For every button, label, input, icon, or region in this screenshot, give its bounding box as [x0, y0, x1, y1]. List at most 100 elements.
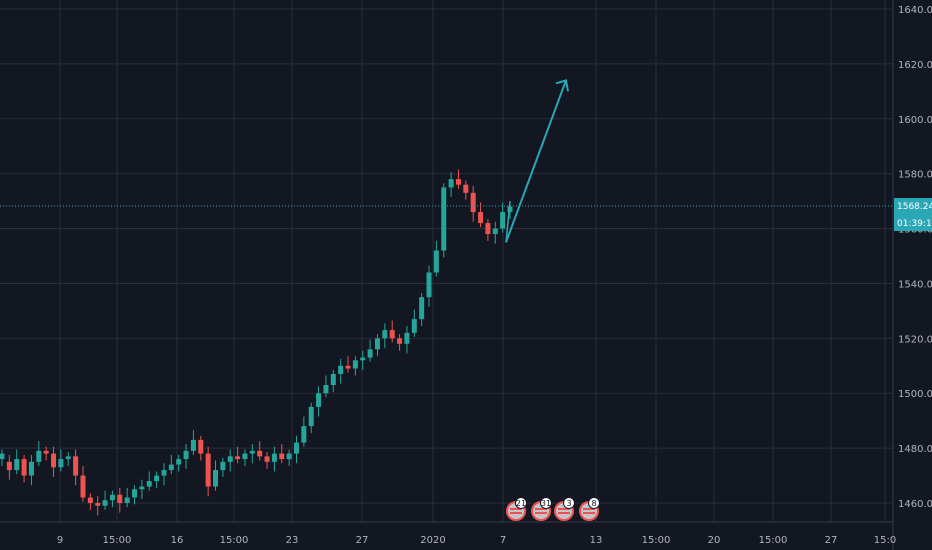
candle-body: [485, 223, 491, 235]
y-tick-label: 1500.00: [898, 389, 932, 400]
time-axis: 9 15:00 16 15:00 23 27 2020 7 13 15:00 20 15:00 27 15…: [57, 535, 896, 546]
candle-body: [235, 456, 241, 460]
candle-body: [176, 459, 182, 465]
last-price-tag-bg: [894, 198, 932, 231]
candle-body: [308, 406, 314, 427]
candle-body: [132, 489, 138, 498]
candle-body: [323, 384, 329, 394]
candle-body: [117, 494, 123, 503]
candle-body: [448, 179, 454, 188]
candle-body: [80, 475, 86, 498]
y-tick-label: 1520.00: [898, 334, 932, 345]
flag-stripe: [583, 512, 595, 514]
candle-body: [426, 272, 432, 298]
flag-stripe: [510, 512, 522, 514]
candle-body: [286, 453, 292, 460]
candle-body: [257, 450, 263, 457]
flag-stripe: [535, 512, 547, 514]
candle-body: [352, 360, 358, 369]
chart-grid: [0, 0, 893, 522]
trend-arrow-lead: [505, 201, 511, 243]
y-tick-label: 1640.00: [898, 5, 932, 16]
candle-body: [249, 450, 255, 454]
candle-body: [389, 330, 395, 339]
y-tick-label: 1600.00: [898, 115, 932, 126]
candle-body: [367, 349, 373, 358]
badge-count-bg: [588, 497, 600, 509]
x-tick-label: 27: [356, 535, 369, 546]
candle-body: [198, 439, 204, 454]
event-badge[interactable]: 3: [554, 497, 575, 521]
x-tick-label: 13: [590, 535, 603, 546]
candle-body: [183, 450, 189, 460]
event-badge[interactable]: 8: [579, 497, 600, 521]
candle-body: [330, 374, 336, 385]
x-tick-label: 15:00: [220, 535, 249, 546]
candle-body: [338, 365, 344, 375]
candle-body: [51, 453, 57, 468]
event-badge[interactable]: 31: [531, 497, 552, 521]
candle-body: [271, 453, 277, 462]
candle-body: [500, 212, 506, 229]
candle-body: [0, 453, 5, 460]
candle-body: [43, 450, 49, 454]
event-badges: 21 31 3 8: [506, 497, 600, 521]
candle-body: [139, 486, 145, 490]
badge-count: 21: [516, 499, 526, 508]
badge-count-bg: [563, 497, 575, 509]
flag-stripe: [558, 508, 570, 510]
candle-body: [146, 481, 152, 487]
x-tick-label: 15:0: [874, 535, 896, 546]
candle-body: [374, 338, 380, 350]
candle-body: [404, 332, 410, 344]
candle-body: [220, 461, 226, 471]
y-tick-label: 1460.00: [898, 499, 932, 510]
x-tick-label: 7: [500, 535, 506, 546]
trend-arrow-head: [555, 79, 569, 92]
y-tick-label: 1580.00: [898, 170, 932, 181]
candle-body: [478, 212, 484, 224]
candle-body: [301, 426, 307, 443]
candle-body: [190, 439, 196, 451]
candle-body: [95, 503, 101, 506]
candle-body: [293, 442, 299, 454]
badge-count-bg: [540, 497, 552, 509]
candle-body: [455, 179, 461, 185]
y-tick-label: 1540.00: [898, 279, 932, 290]
x-tick-label: 27: [825, 535, 838, 546]
x-tick-label: 15:00: [759, 535, 788, 546]
event-badge[interactable]: 21: [506, 497, 527, 521]
candle-body: [213, 470, 219, 487]
candle-body: [28, 461, 34, 476]
candle-body: [65, 456, 71, 460]
candle-body: [124, 497, 130, 503]
badge-count: 8: [591, 499, 596, 508]
candle-body: [470, 192, 476, 213]
candle-body: [227, 456, 233, 462]
candle-body: [411, 319, 417, 333]
candle-body: [419, 297, 425, 320]
last-price-countdown: 01:39:16: [897, 219, 932, 229]
candle-body: [463, 184, 469, 193]
trend-arrow: [505, 79, 569, 243]
y-tick-label: 1480.00: [898, 444, 932, 455]
candle-body: [441, 187, 447, 251]
candle-body: [279, 453, 285, 460]
candle-body: [345, 365, 351, 369]
flag-stripe: [510, 508, 522, 510]
x-tick-label: 2020: [420, 535, 445, 546]
candle-body: [36, 450, 42, 462]
flag-stripe: [558, 512, 570, 514]
price-axis: 1460.001480.001500.001520.001540.001560.…: [898, 5, 932, 510]
last-price-tag: 1568.24 01:39:16: [894, 198, 932, 231]
candle-body: [382, 330, 388, 339]
candle-body: [492, 228, 498, 235]
candle-body: [73, 456, 79, 476]
badge-count: 31: [541, 499, 551, 508]
candle-body: [205, 453, 211, 487]
x-tick-label: 9: [57, 535, 63, 546]
x-tick-label: 20: [708, 535, 721, 546]
candle-body: [154, 475, 160, 482]
candle-body: [242, 453, 248, 460]
